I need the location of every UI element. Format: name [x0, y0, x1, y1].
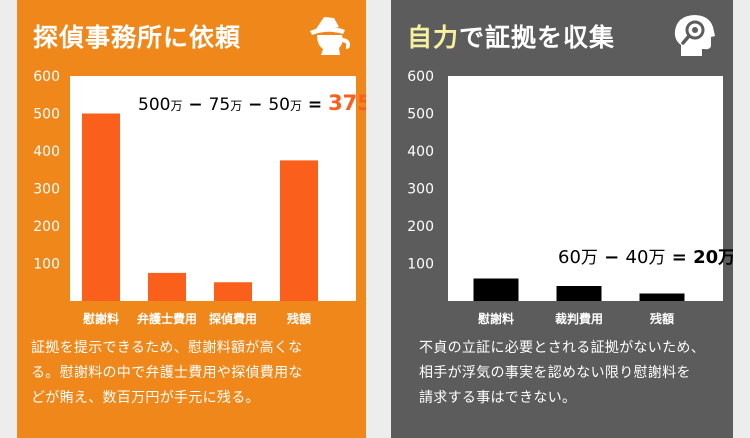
y-tick-label: 200	[33, 219, 60, 235]
bar	[473, 278, 519, 301]
equation-unit: 万	[581, 248, 598, 268]
equation-number: 500	[138, 95, 170, 115]
bar	[82, 113, 120, 301]
equation-unit: 万	[170, 99, 182, 113]
y-tick-label: 600	[33, 69, 60, 85]
bar	[214, 282, 252, 301]
y-tick-label: 200	[407, 219, 434, 235]
panel-description: 証拠を提示できるため、慰謝料額が高くな る。慰謝料の中で弁護士費用や探偵費用な …	[31, 336, 303, 411]
panel-title: 自力で証拠を収集	[407, 18, 615, 54]
x-tick-label: 慰謝料	[478, 311, 514, 326]
bar	[280, 160, 318, 301]
equation-operator: −	[598, 247, 626, 268]
equation-unit: 万	[230, 99, 242, 113]
equation-number: 75	[209, 95, 231, 115]
x-tick-label: 弁護士費用	[137, 311, 197, 326]
magnifier-head-icon	[674, 15, 715, 56]
bar	[556, 286, 602, 301]
description-line: る。慰謝料の中で弁護士費用や探偵費用な	[31, 365, 303, 381]
panel-title-highlight: 自力	[407, 23, 460, 52]
y-tick-label: 400	[33, 144, 60, 160]
y-tick-label: 500	[407, 107, 434, 123]
equation-operator: −	[242, 95, 268, 115]
panel-title: 探偵事務所に依頼	[33, 18, 241, 54]
equation-result: 20	[693, 247, 718, 268]
equation-result-unit: 万	[717, 248, 733, 268]
plot-area	[448, 76, 723, 301]
x-tick-label: 探偵費用	[209, 311, 257, 326]
equation: 60万 − 40万 = 20万	[558, 247, 733, 268]
equation-unit: 万	[648, 248, 665, 268]
description-line: 相手が浮気の事実を認めない限り慰謝料を	[419, 365, 691, 381]
equation-number: 40	[626, 247, 649, 268]
x-tick-label: 慰謝料	[83, 311, 119, 326]
x-tick-label: 残額	[650, 311, 674, 326]
bar	[148, 272, 186, 301]
panel-description: 不貞の立証に必要とされる証拠がないため、 相手が浮気の事実を認めない限り慰謝料を…	[419, 336, 705, 411]
description-line: どが賄え、数百万円が手元に残る。	[31, 390, 260, 406]
description-line: 証拠を提示できるため、慰謝料額が高くな	[31, 340, 303, 356]
equation-result: 375	[328, 91, 366, 115]
y-tick-label: 400	[407, 144, 434, 160]
equation-operator: =	[302, 95, 328, 115]
x-tick-label: 残額	[287, 311, 311, 326]
equation-number: 50	[268, 95, 290, 115]
equation-operator: −	[182, 95, 208, 115]
bar	[639, 293, 685, 301]
equation-operator: =	[665, 247, 693, 268]
y-tick-label: 100	[33, 257, 60, 273]
y-tick-label: 300	[33, 182, 60, 198]
equation-unit: 万	[290, 99, 302, 113]
self-collection-panel: 自力で証拠を収集 100 200 300 400 500 600 慰謝料 裁判費用 残額 60万 …	[391, 0, 733, 438]
detective-silhouette-icon	[310, 17, 350, 55]
y-tick-label: 600	[407, 69, 434, 85]
y-tick-label: 100	[407, 257, 434, 273]
equation: 500万 − 75万 − 50万 = 375万	[138, 91, 366, 115]
panel-title-text: 探偵事務所に依頼	[33, 23, 242, 52]
detective-agency-panel: 探偵事務所に依頼 100 200 300 400 500 600 慰謝料 弁護士費用 探偵費用 残…	[17, 0, 366, 438]
description-line: 不貞の立証に必要とされる証拠がないため、	[419, 340, 705, 356]
y-tick-label: 300	[407, 182, 434, 198]
description-line: 請求する事はできない。	[419, 390, 577, 406]
equation-number: 60	[558, 247, 581, 268]
panel-title-text: で証拠を収集	[459, 23, 616, 52]
y-tick-label: 500	[33, 107, 60, 123]
x-tick-label: 裁判費用	[555, 311, 603, 326]
